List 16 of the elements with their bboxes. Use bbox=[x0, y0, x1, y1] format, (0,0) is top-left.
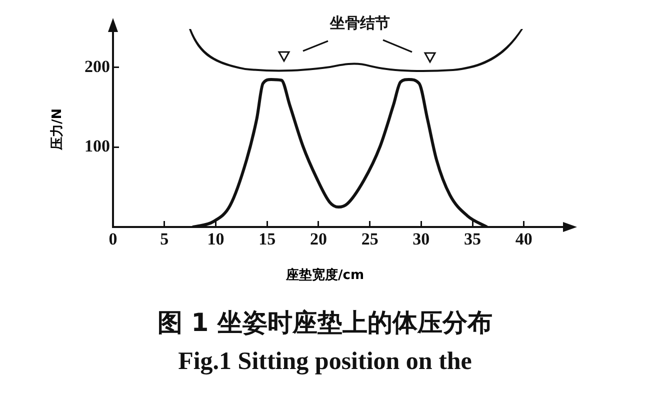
text: Fig.1 Sitting position on the bbox=[177, 348, 473, 376]
text: 图 1 坐姿时座垫上的体压分布 bbox=[156, 307, 494, 339]
x-tick-label: 0 bbox=[108, 230, 118, 249]
x-tick-label: 40 bbox=[515, 230, 532, 249]
x-tick-label: 20 bbox=[310, 230, 327, 249]
y-axis-title: 压力/N bbox=[49, 108, 66, 150]
x-tick-label: 30 bbox=[412, 230, 430, 249]
y-tick-label: 100 bbox=[84, 136, 110, 156]
x-axis-title: 座垫宽度/cm bbox=[284, 266, 365, 284]
x-tick-label: 15 bbox=[258, 230, 276, 249]
x-tick-label: 10 bbox=[207, 230, 224, 249]
x-tick-label: 35 bbox=[464, 230, 482, 249]
x-tick-label: 25 bbox=[361, 230, 378, 249]
y-tick-label: 200 bbox=[84, 56, 110, 76]
x-tick-label: 5 bbox=[160, 230, 169, 249]
annotation: 坐骨结节 bbox=[330, 14, 390, 33]
